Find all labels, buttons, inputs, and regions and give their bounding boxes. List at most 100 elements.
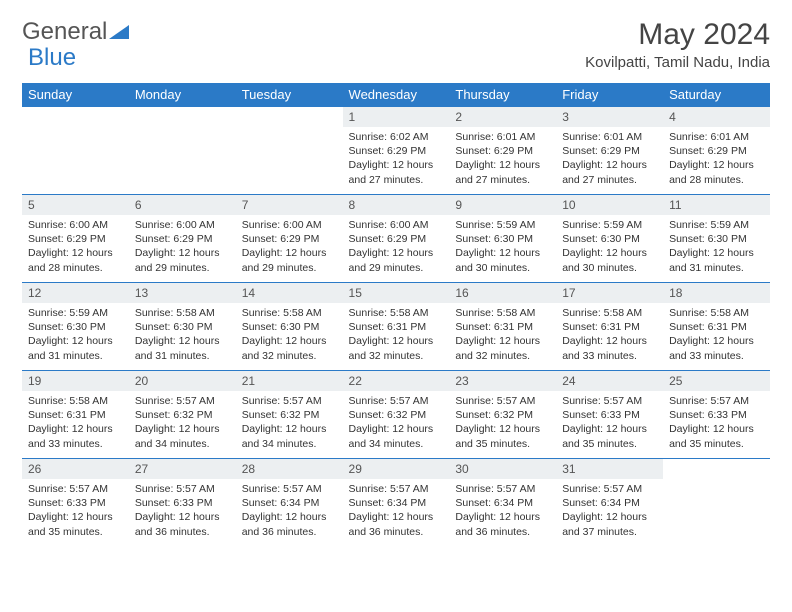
day-number: 21 — [236, 371, 343, 391]
day-number: 19 — [22, 371, 129, 391]
day-number: 2 — [449, 107, 556, 127]
calendar-cell: 11Sunrise: 5:59 AMSunset: 6:30 PMDayligh… — [663, 195, 770, 283]
logo-icon — [109, 18, 129, 46]
day-number: 5 — [22, 195, 129, 215]
day-info: Sunrise: 5:58 AMSunset: 6:31 PMDaylight:… — [663, 303, 770, 366]
calendar-cell: 25Sunrise: 5:57 AMSunset: 6:33 PMDayligh… — [663, 371, 770, 459]
day-number: 6 — [129, 195, 236, 215]
calendar-cell: 13Sunrise: 5:58 AMSunset: 6:30 PMDayligh… — [129, 283, 236, 371]
calendar-cell — [129, 107, 236, 195]
day-info: Sunrise: 6:00 AMSunset: 6:29 PMDaylight:… — [236, 215, 343, 278]
day-number: 25 — [663, 371, 770, 391]
calendar-cell: 8Sunrise: 6:00 AMSunset: 6:29 PMDaylight… — [343, 195, 450, 283]
calendar-cell: 15Sunrise: 5:58 AMSunset: 6:31 PMDayligh… — [343, 283, 450, 371]
calendar-cell: 23Sunrise: 5:57 AMSunset: 6:32 PMDayligh… — [449, 371, 556, 459]
calendar-cell — [663, 459, 770, 547]
day-number: 14 — [236, 283, 343, 303]
day-header: Friday — [556, 83, 663, 107]
day-info: Sunrise: 5:58 AMSunset: 6:31 PMDaylight:… — [449, 303, 556, 366]
calendar-cell: 5Sunrise: 6:00 AMSunset: 6:29 PMDaylight… — [22, 195, 129, 283]
day-header: Saturday — [663, 83, 770, 107]
calendar-cell: 9Sunrise: 5:59 AMSunset: 6:30 PMDaylight… — [449, 195, 556, 283]
day-number: 12 — [22, 283, 129, 303]
calendar-cell — [236, 107, 343, 195]
day-number: 29 — [343, 459, 450, 479]
calendar-week-row: 26Sunrise: 5:57 AMSunset: 6:33 PMDayligh… — [22, 459, 770, 547]
day-header: Sunday — [22, 83, 129, 107]
day-number: 13 — [129, 283, 236, 303]
calendar-cell: 17Sunrise: 5:58 AMSunset: 6:31 PMDayligh… — [556, 283, 663, 371]
calendar-week-row: 1Sunrise: 6:02 AMSunset: 6:29 PMDaylight… — [22, 107, 770, 195]
calendar-week-row: 19Sunrise: 5:58 AMSunset: 6:31 PMDayligh… — [22, 371, 770, 459]
day-info: Sunrise: 5:57 AMSunset: 6:33 PMDaylight:… — [129, 479, 236, 542]
calendar-cell: 28Sunrise: 5:57 AMSunset: 6:34 PMDayligh… — [236, 459, 343, 547]
day-info: Sunrise: 5:57 AMSunset: 6:34 PMDaylight:… — [343, 479, 450, 542]
day-info: Sunrise: 5:57 AMSunset: 6:33 PMDaylight:… — [22, 479, 129, 542]
day-info: Sunrise: 5:57 AMSunset: 6:32 PMDaylight:… — [236, 391, 343, 454]
day-header-row: SundayMondayTuesdayWednesdayThursdayFrid… — [22, 83, 770, 107]
calendar-cell: 31Sunrise: 5:57 AMSunset: 6:34 PMDayligh… — [556, 459, 663, 547]
day-number: 11 — [663, 195, 770, 215]
calendar-week-row: 5Sunrise: 6:00 AMSunset: 6:29 PMDaylight… — [22, 195, 770, 283]
day-number: 26 — [22, 459, 129, 479]
calendar-cell: 30Sunrise: 5:57 AMSunset: 6:34 PMDayligh… — [449, 459, 556, 547]
day-number: 31 — [556, 459, 663, 479]
header: General May 2024 Kovilpatti, Tamil Nadu,… — [22, 18, 770, 71]
calendar-cell: 14Sunrise: 5:58 AMSunset: 6:30 PMDayligh… — [236, 283, 343, 371]
day-info: Sunrise: 6:02 AMSunset: 6:29 PMDaylight:… — [343, 127, 450, 190]
day-info: Sunrise: 5:58 AMSunset: 6:31 PMDaylight:… — [556, 303, 663, 366]
logo-text-1: General — [22, 18, 107, 46]
title-block: May 2024 Kovilpatti, Tamil Nadu, India — [585, 18, 770, 71]
calendar-cell: 18Sunrise: 5:58 AMSunset: 6:31 PMDayligh… — [663, 283, 770, 371]
day-number: 9 — [449, 195, 556, 215]
month-title: May 2024 — [585, 18, 770, 52]
day-number: 24 — [556, 371, 663, 391]
day-number: 3 — [556, 107, 663, 127]
calendar-cell: 12Sunrise: 5:59 AMSunset: 6:30 PMDayligh… — [22, 283, 129, 371]
day-info: Sunrise: 5:59 AMSunset: 6:30 PMDaylight:… — [22, 303, 129, 366]
day-number: 15 — [343, 283, 450, 303]
calendar-cell: 2Sunrise: 6:01 AMSunset: 6:29 PMDaylight… — [449, 107, 556, 195]
day-header: Tuesday — [236, 83, 343, 107]
calendar-cell: 16Sunrise: 5:58 AMSunset: 6:31 PMDayligh… — [449, 283, 556, 371]
calendar-cell: 10Sunrise: 5:59 AMSunset: 6:30 PMDayligh… — [556, 195, 663, 283]
day-info: Sunrise: 5:57 AMSunset: 6:32 PMDaylight:… — [449, 391, 556, 454]
logo: General — [22, 18, 129, 46]
day-info: Sunrise: 6:01 AMSunset: 6:29 PMDaylight:… — [449, 127, 556, 190]
day-info: Sunrise: 6:01 AMSunset: 6:29 PMDaylight:… — [663, 127, 770, 190]
day-header: Monday — [129, 83, 236, 107]
day-number: 4 — [663, 107, 770, 127]
day-info: Sunrise: 6:00 AMSunset: 6:29 PMDaylight:… — [22, 215, 129, 278]
day-info: Sunrise: 5:57 AMSunset: 6:32 PMDaylight:… — [129, 391, 236, 454]
day-number: 18 — [663, 283, 770, 303]
day-info: Sunrise: 5:58 AMSunset: 6:31 PMDaylight:… — [343, 303, 450, 366]
day-number: 20 — [129, 371, 236, 391]
day-info: Sunrise: 6:00 AMSunset: 6:29 PMDaylight:… — [343, 215, 450, 278]
day-info: Sunrise: 5:57 AMSunset: 6:33 PMDaylight:… — [556, 391, 663, 454]
day-number: 7 — [236, 195, 343, 215]
day-info: Sunrise: 5:57 AMSunset: 6:34 PMDaylight:… — [236, 479, 343, 542]
day-info: Sunrise: 5:59 AMSunset: 6:30 PMDaylight:… — [449, 215, 556, 278]
calendar-cell: 20Sunrise: 5:57 AMSunset: 6:32 PMDayligh… — [129, 371, 236, 459]
day-info: Sunrise: 5:57 AMSunset: 6:34 PMDaylight:… — [449, 479, 556, 542]
calendar-week-row: 12Sunrise: 5:59 AMSunset: 6:30 PMDayligh… — [22, 283, 770, 371]
calendar-cell: 27Sunrise: 5:57 AMSunset: 6:33 PMDayligh… — [129, 459, 236, 547]
day-number: 8 — [343, 195, 450, 215]
day-info: Sunrise: 5:57 AMSunset: 6:34 PMDaylight:… — [556, 479, 663, 542]
day-info: Sunrise: 5:57 AMSunset: 6:32 PMDaylight:… — [343, 391, 450, 454]
calendar-cell: 26Sunrise: 5:57 AMSunset: 6:33 PMDayligh… — [22, 459, 129, 547]
calendar-cell: 19Sunrise: 5:58 AMSunset: 6:31 PMDayligh… — [22, 371, 129, 459]
calendar-body: 1Sunrise: 6:02 AMSunset: 6:29 PMDaylight… — [22, 107, 770, 547]
day-header: Thursday — [449, 83, 556, 107]
calendar-cell: 29Sunrise: 5:57 AMSunset: 6:34 PMDayligh… — [343, 459, 450, 547]
day-number: 10 — [556, 195, 663, 215]
day-number: 27 — [129, 459, 236, 479]
calendar-cell — [22, 107, 129, 195]
day-info: Sunrise: 5:59 AMSunset: 6:30 PMDaylight:… — [663, 215, 770, 278]
calendar-cell: 4Sunrise: 6:01 AMSunset: 6:29 PMDaylight… — [663, 107, 770, 195]
calendar-cell: 7Sunrise: 6:00 AMSunset: 6:29 PMDaylight… — [236, 195, 343, 283]
calendar-cell: 3Sunrise: 6:01 AMSunset: 6:29 PMDaylight… — [556, 107, 663, 195]
day-info: Sunrise: 6:01 AMSunset: 6:29 PMDaylight:… — [556, 127, 663, 190]
day-number: 23 — [449, 371, 556, 391]
day-info: Sunrise: 5:58 AMSunset: 6:30 PMDaylight:… — [129, 303, 236, 366]
